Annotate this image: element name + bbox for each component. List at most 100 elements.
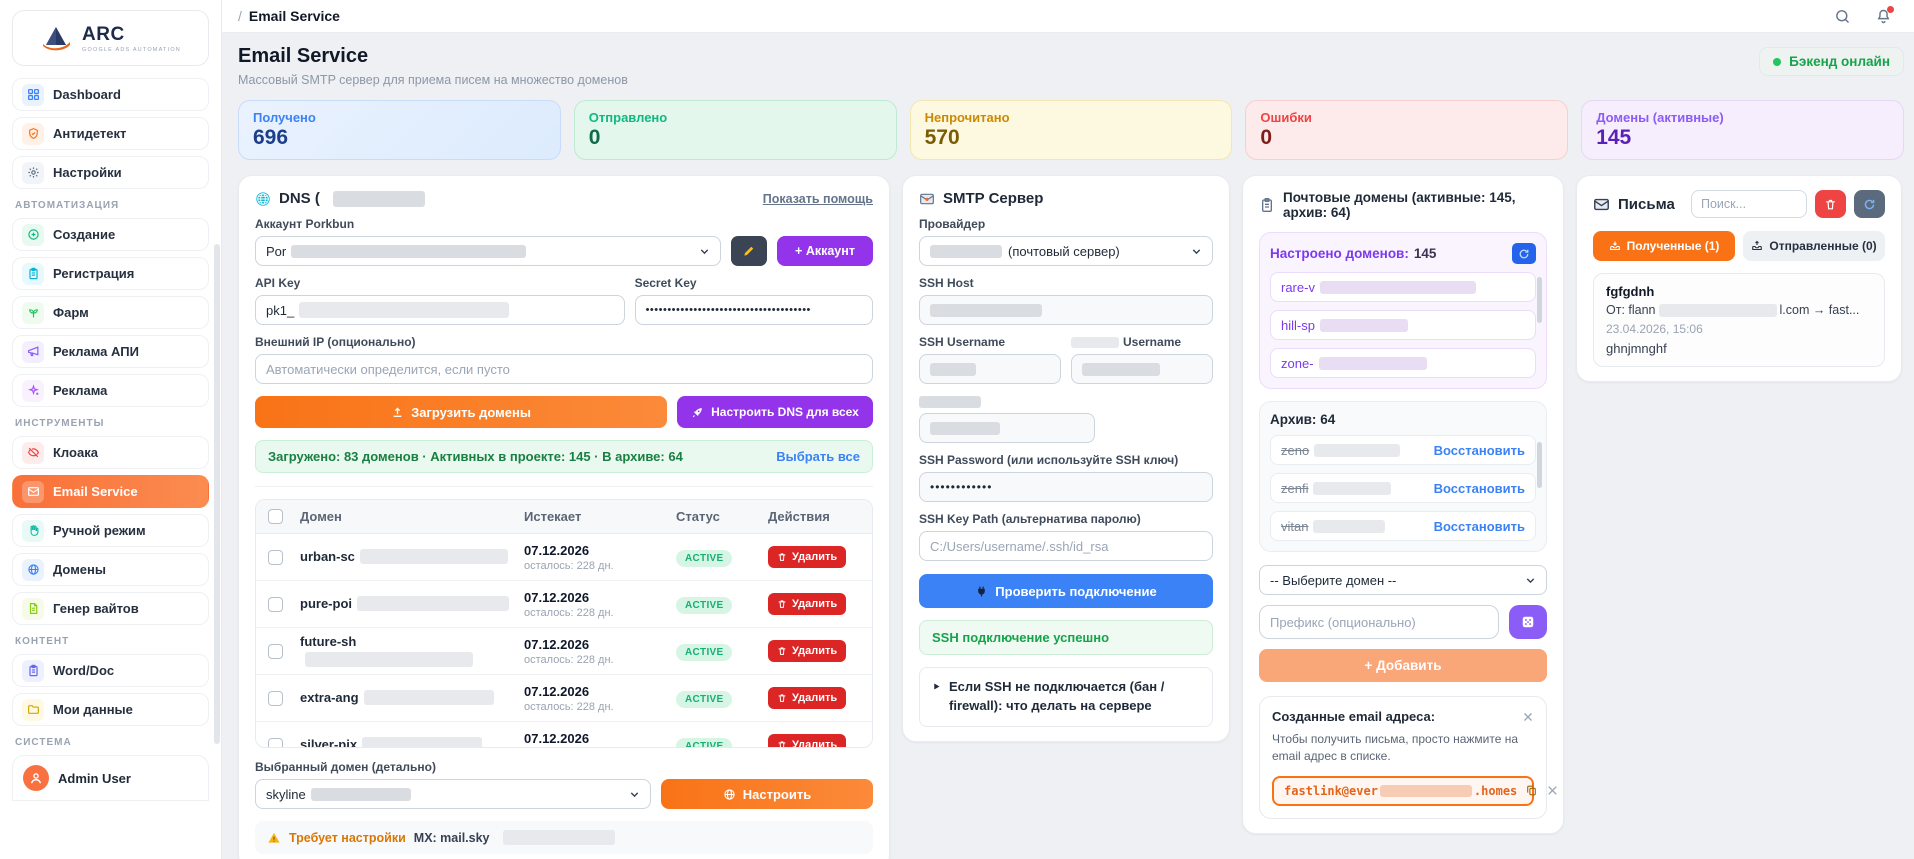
- domain-picker-select[interactable]: -- Выберите домен --: [1259, 565, 1547, 595]
- select-all-checkbox[interactable]: [268, 509, 283, 524]
- redacted-text: [362, 737, 483, 747]
- list-scrollbar[interactable]: [1537, 442, 1542, 488]
- sidebar-item-dashboard[interactable]: Dashboard: [12, 78, 209, 111]
- sidebar-item-creation[interactable]: Создание: [12, 218, 209, 251]
- sparkles-icon: [22, 379, 44, 402]
- active-domain-item[interactable]: rare-v: [1270, 272, 1536, 302]
- sidebar-item-white-generator[interactable]: Генер вайтов: [12, 592, 209, 625]
- expires-date: 07.12.2026: [524, 589, 590, 605]
- ssh-keypath-input[interactable]: [919, 531, 1213, 561]
- selected-domain-select[interactable]: skyline: [255, 779, 651, 809]
- delete-domain-button[interactable]: Удалить: [768, 640, 847, 662]
- secret-key-label: Secret Key: [634, 276, 697, 290]
- redacted-text: [363, 690, 494, 706]
- user-avatar-icon: [23, 765, 49, 791]
- row-checkbox[interactable]: [268, 737, 283, 747]
- domains-table-body[interactable]: urban-sc 07.12.2026 осталось: 228 дн. ACT…: [256, 534, 872, 747]
- prefix-input[interactable]: [1259, 605, 1499, 639]
- eye-off-icon: [22, 441, 44, 464]
- configure-dns-all-button[interactable]: Настроить DNS для всех: [677, 396, 873, 428]
- provider-select[interactable]: (почтовый сервер): [919, 236, 1213, 266]
- secondary-username-input[interactable]: [1071, 354, 1213, 384]
- sidebar-item-ads[interactable]: Реклама: [12, 374, 209, 407]
- sidebar-item-word-doc[interactable]: Word/Doc: [12, 654, 209, 687]
- sidebar-item-antidetect[interactable]: Антидетект: [12, 117, 209, 150]
- ssh-username-input[interactable]: [919, 354, 1061, 384]
- delete-domain-button[interactable]: Удалить: [768, 734, 847, 747]
- sidebar-item-domains[interactable]: Домены: [12, 553, 209, 586]
- api-key-input[interactable]: pk1_: [255, 295, 625, 325]
- letters-panel: Письма Полученные (1) Отправленные (0): [1576, 175, 1902, 383]
- restore-link[interactable]: Восстановить: [1433, 480, 1525, 496]
- ssh-password-input[interactable]: ••••••••••••: [919, 472, 1213, 502]
- copy-icon[interactable]: [1525, 784, 1538, 797]
- status-badge: ACTIVE: [676, 690, 733, 708]
- row-checkbox[interactable]: [268, 643, 283, 659]
- breadcrumb[interactable]: Email Service: [248, 8, 340, 24]
- created-emails-box: Созданные email адреса: Чтобы получить п…: [1259, 696, 1558, 819]
- domain-name: urban-sc: [300, 549, 355, 564]
- ssh-troubleshoot-toggle[interactable]: Если SSH не подключается (бан / firewall…: [919, 667, 1213, 727]
- edit-account-button[interactable]: [731, 236, 767, 266]
- restore-link[interactable]: Восстановить: [1433, 518, 1525, 534]
- sidebar-item-settings[interactable]: Настройки: [12, 156, 209, 189]
- divider: [255, 486, 873, 487]
- list-scrollbar[interactable]: [1537, 277, 1542, 323]
- row-checkbox[interactable]: [268, 549, 283, 565]
- delete-domain-button[interactable]: Удалить: [768, 593, 847, 615]
- add-account-button[interactable]: + Аккаунт: [777, 236, 873, 266]
- upload-domains-button[interactable]: Загрузить домены: [255, 396, 667, 428]
- delete-domain-button[interactable]: Удалить: [768, 546, 847, 568]
- porkbun-account-select[interactable]: Por: [255, 236, 721, 266]
- archive-domain-item: zenfi Восстановить: [1270, 473, 1536, 503]
- logo-title: ARC: [82, 23, 125, 45]
- email-address-item[interactable]: fastlink@ever .homes: [1272, 775, 1558, 806]
- restore-link[interactable]: Восстановить: [1433, 442, 1525, 458]
- select-all-link[interactable]: Выбрать все: [776, 449, 860, 464]
- ssh-host-input[interactable]: [919, 295, 1213, 325]
- warning-icon: [268, 832, 280, 843]
- external-ip-input[interactable]: [255, 354, 873, 384]
- check-connection-button[interactable]: Проверить подключение: [919, 574, 1213, 608]
- sidebar-item-email-service[interactable]: Email Service: [12, 475, 209, 508]
- tab-received[interactable]: Полученные (1): [1593, 231, 1735, 261]
- delete-letters-button[interactable]: [1815, 190, 1846, 218]
- domains-table: Домен Истекает Статус Действия urban-sc …: [255, 499, 873, 748]
- refresh-domains-button[interactable]: [1512, 243, 1536, 264]
- tab-sent-label: Отправленные (0): [1769, 239, 1877, 253]
- active-domain-item[interactable]: zone-: [1270, 348, 1536, 378]
- sidebar-item-manual-mode[interactable]: Ручной режим: [12, 514, 209, 547]
- redacted-text: [1319, 280, 1476, 294]
- show-help-link[interactable]: Показать помощь: [762, 191, 873, 206]
- stats-row: Получено 696 Отправлено 0 Непрочитано 57…: [238, 100, 1904, 160]
- configure-domain-button[interactable]: Настроить: [661, 779, 873, 809]
- active-domain-item[interactable]: hill-sp: [1270, 310, 1536, 340]
- domain-prefix: zone-: [1281, 355, 1314, 371]
- row-checkbox[interactable]: [268, 596, 283, 612]
- sidebar-item-registration[interactable]: Регистрация: [12, 257, 209, 290]
- bell-icon[interactable]: [1875, 5, 1894, 25]
- sidebar-item-farm[interactable]: Фарм: [12, 296, 209, 329]
- sidebar-scrollbar[interactable]: [214, 244, 220, 744]
- sidebar-item-cloaca[interactable]: Клоака: [12, 436, 209, 469]
- search-icon[interactable]: [1834, 8, 1851, 25]
- tab-sent[interactable]: Отправленные (0): [1743, 231, 1885, 261]
- sidebar-item-ads-api[interactable]: Реклама АПИ: [12, 335, 209, 368]
- close-icon[interactable]: [1546, 784, 1559, 797]
- mail-list-item[interactable]: fgfgdnh От: flann l.com → fast... 23.04.2…: [1593, 273, 1885, 368]
- row-checkbox[interactable]: [268, 690, 283, 706]
- refresh-letters-button[interactable]: [1854, 190, 1885, 218]
- random-prefix-button[interactable]: [1509, 605, 1547, 639]
- stat-domains: Домены (активные) 145: [1581, 100, 1904, 160]
- user-profile[interactable]: Admin User: [12, 755, 209, 801]
- secret-key-input[interactable]: ••••••••••••••••••••••••••••••••••••••: [634, 295, 873, 325]
- sidebar-item-my-data[interactable]: Мои данные: [12, 693, 209, 726]
- letters-search-input[interactable]: [1691, 190, 1807, 218]
- logo[interactable]: ARC GOOGLE ADS AUTOMATION: [12, 10, 209, 66]
- ssh-password-label: SSH Password (или используйте SSH ключ): [919, 453, 1179, 467]
- email-address: fastlink@ever .homes: [1284, 783, 1518, 798]
- delete-domain-button[interactable]: Удалить: [768, 687, 847, 709]
- close-icon[interactable]: [1522, 711, 1534, 723]
- add-email-button[interactable]: + Добавить: [1259, 649, 1547, 682]
- redacted-field-input[interactable]: [919, 413, 1096, 443]
